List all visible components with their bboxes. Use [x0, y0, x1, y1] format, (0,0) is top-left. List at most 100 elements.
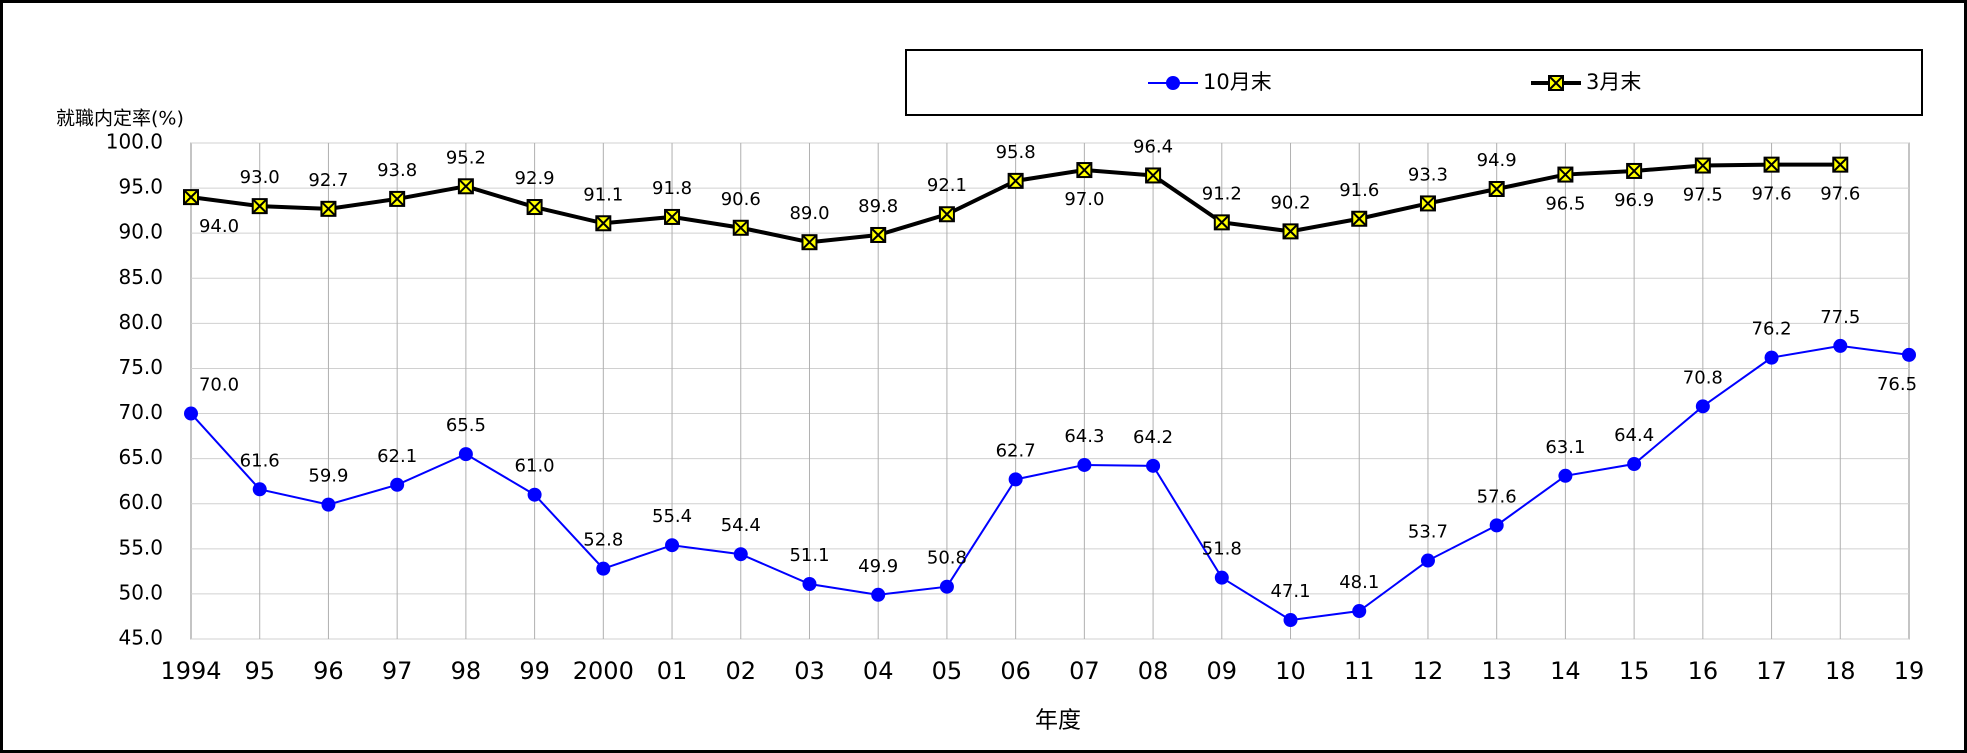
marker	[1420, 553, 1435, 568]
data-label: 51.8	[1202, 539, 1242, 560]
data-label: 94.0	[199, 216, 239, 237]
data-label: 97.6	[1752, 184, 1792, 205]
marker	[184, 406, 198, 421]
marker-cross	[1488, 181, 1505, 197]
data-label: 61.0	[515, 456, 555, 477]
data-label: 89.8	[858, 196, 898, 217]
marker-cross	[252, 198, 268, 214]
data-label: 89.0	[789, 203, 829, 224]
marker	[939, 579, 954, 594]
marker	[1764, 350, 1779, 365]
data-label: 91.6	[1339, 180, 1379, 201]
data-label: 76.2	[1752, 319, 1792, 340]
marker	[1833, 338, 1848, 353]
y-tick-label: 50.0	[118, 580, 163, 604]
marker-cross	[1214, 214, 1230, 231]
marker	[1166, 76, 1180, 90]
x-tick-label: 12	[1413, 657, 1444, 685]
y-tick-label: 100.0	[106, 130, 163, 154]
marker-cross	[458, 178, 474, 194]
data-label: 93.0	[240, 167, 280, 188]
legend-label: 10月末	[1203, 70, 1272, 94]
data-label: 77.5	[1820, 307, 1860, 328]
x-tick-label: 96	[313, 657, 344, 685]
data-label: 94.9	[1477, 150, 1517, 171]
marker	[733, 547, 748, 562]
y-tick-label: 75.0	[118, 355, 163, 379]
marker-cross	[1420, 195, 1436, 212]
marker	[390, 477, 405, 492]
marker	[1076, 162, 1093, 179]
data-label: 92.7	[308, 170, 348, 191]
x-tick-label: 02	[725, 657, 756, 685]
data-label: 70.0	[199, 375, 239, 396]
marker	[664, 208, 681, 225]
data-label: 63.1	[1545, 437, 1585, 458]
x-tick-label: 17	[1756, 657, 1787, 685]
data-label: 92.9	[515, 168, 555, 189]
marker-cross	[1695, 157, 1711, 174]
marker-cross	[1548, 75, 1564, 91]
marker	[1351, 210, 1368, 227]
x-tick-label: 1994	[160, 657, 221, 685]
data-label: 50.8	[927, 548, 967, 569]
data-label: 92.1	[927, 175, 967, 196]
data-label: 57.6	[1477, 486, 1517, 507]
data-label: 47.1	[1270, 581, 1310, 602]
marker-cross	[183, 189, 199, 205]
legend-label: 3月末	[1586, 70, 1641, 94]
marker	[457, 178, 474, 195]
x-axis-label: 年度	[1035, 708, 1081, 734]
x-tick-label: 10	[1275, 657, 1306, 685]
y-tick-label: 60.0	[118, 490, 163, 514]
marker	[389, 190, 406, 207]
x-tick-label: 06	[1000, 657, 1031, 685]
marker	[320, 200, 337, 217]
data-label: 70.8	[1683, 367, 1723, 388]
plot-area	[190, 142, 1910, 640]
data-label: 64.3	[1064, 426, 1104, 447]
marker-cross	[1282, 223, 1299, 240]
series-line	[190, 344, 1910, 622]
marker-cross	[389, 191, 405, 207]
marker-cross	[1557, 166, 1574, 183]
data-label: 52.8	[583, 530, 623, 551]
marker	[1548, 75, 1564, 91]
x-tick-label: 11	[1344, 657, 1375, 685]
marker-cross	[1145, 167, 1161, 184]
y-tick-label: 95.0	[118, 175, 163, 199]
data-label: 62.1	[377, 446, 417, 467]
marker	[1008, 472, 1023, 487]
marker	[526, 199, 543, 216]
data-label: 97.6	[1820, 184, 1860, 205]
marker	[1007, 172, 1024, 189]
data-label: 90.6	[721, 189, 761, 210]
marker	[596, 561, 611, 576]
marker-cross	[870, 227, 886, 243]
marker	[1488, 180, 1505, 197]
data-label: 97.0	[1064, 189, 1104, 210]
data-label: 95.8	[996, 142, 1036, 163]
data-label: 91.8	[652, 178, 692, 199]
marker-cross	[1007, 173, 1024, 189]
marker	[595, 215, 612, 232]
marker	[665, 538, 680, 553]
series: 94.0 93.0 92.7 93.8 95.2 92.9 91.1 91.8 90.6 89.0…	[183, 136, 1860, 251]
marker-cross	[1832, 156, 1848, 173]
y-axis-label: 就職内定率(%)	[56, 108, 184, 130]
marker-cross	[1076, 162, 1093, 178]
y-tick-label: 70.0	[118, 400, 163, 424]
y-tick-label: 80.0	[118, 310, 163, 334]
x-tick-label: 03	[794, 657, 825, 685]
data-label: 51.1	[789, 545, 829, 566]
marker-cross	[939, 206, 955, 222]
marker	[1419, 195, 1436, 212]
marker	[870, 226, 887, 243]
marker-cross	[733, 220, 749, 236]
x-tick-label: 01	[657, 657, 688, 685]
data-label: 59.9	[308, 466, 348, 487]
marker	[1352, 604, 1367, 619]
x-tick-label: 14	[1550, 657, 1581, 685]
data-label: 90.2	[1270, 192, 1310, 213]
